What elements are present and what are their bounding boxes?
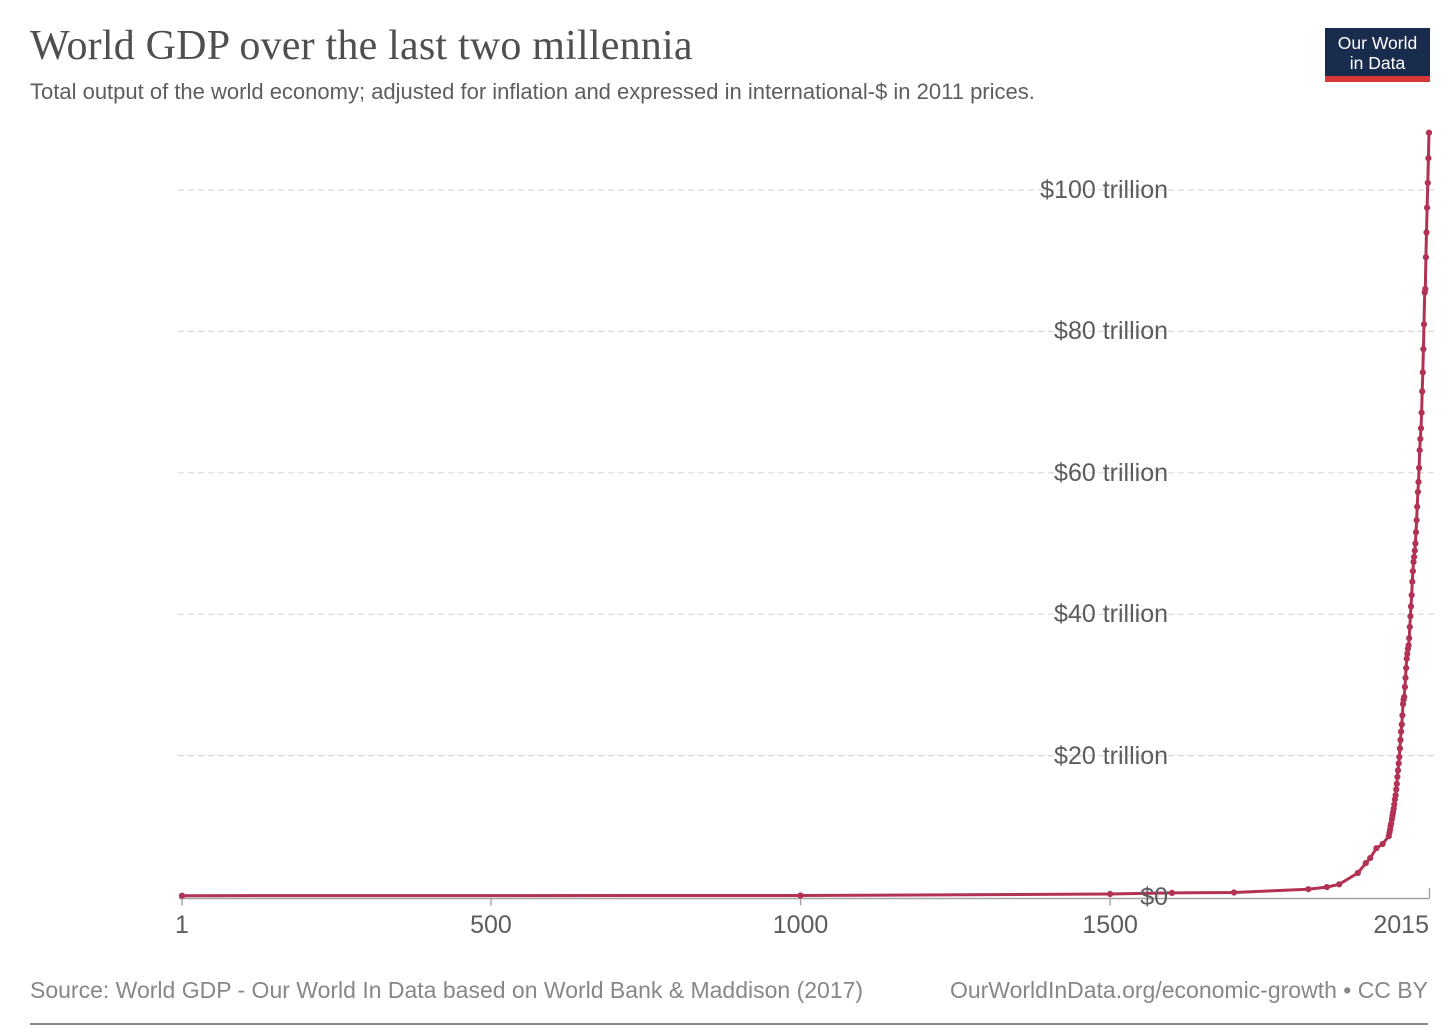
data-point (1402, 674, 1409, 681)
data-point (1407, 603, 1415, 610)
data-point (1424, 204, 1431, 211)
data-point (1406, 623, 1413, 631)
data-point (1424, 179, 1431, 186)
data-point (1422, 254, 1429, 261)
data-point (1411, 547, 1418, 554)
data-point (1417, 425, 1425, 432)
y-axis-tick-label: $100 trillion (1040, 176, 1168, 204)
data-point (1422, 285, 1429, 293)
data-point (1415, 478, 1422, 486)
data-point (178, 892, 186, 899)
data-point (1413, 517, 1420, 524)
data-point (1406, 635, 1413, 642)
data-point (1323, 884, 1330, 891)
x-axis-tick-label: 1000 (772, 911, 829, 939)
data-point (1416, 464, 1423, 471)
data-point (1414, 488, 1421, 495)
y-axis-tick-label: $60 trillion (1054, 458, 1168, 487)
gdp-line (180, 131, 1431, 898)
data-point (1425, 129, 1433, 136)
data-point (1412, 540, 1419, 547)
y-axis-tick-label: $0 (1140, 883, 1168, 911)
data-point (1354, 869, 1361, 877)
x-axis-tick-label: 2015 (1373, 911, 1429, 939)
data-point (1168, 889, 1176, 897)
data-point (1230, 889, 1238, 896)
x-axis-tick-label: 1500 (1082, 911, 1138, 939)
data-point (1403, 664, 1410, 672)
data-point (1412, 529, 1420, 536)
data-point (1417, 435, 1424, 442)
x-axis-tick-label: 500 (470, 911, 512, 939)
data-point (1395, 760, 1402, 767)
data-point (1398, 728, 1405, 735)
data-point (1394, 767, 1402, 774)
owid-logo-line1: Our World (1337, 33, 1418, 53)
data-point (1407, 613, 1414, 620)
data-point (1420, 346, 1427, 353)
data-point (1393, 786, 1400, 793)
data-point (1107, 890, 1114, 898)
data-point (797, 892, 804, 899)
x-axis-tick-label: 1 (175, 911, 189, 939)
data-point (1336, 881, 1343, 888)
data-point (1401, 683, 1408, 691)
data-point (1373, 845, 1380, 852)
data-point (1409, 578, 1416, 585)
data-point (1416, 447, 1423, 454)
owid-logo-line2: in Data (1349, 53, 1406, 73)
owid-logo-stripe (1325, 76, 1430, 82)
data-point (1396, 745, 1403, 752)
owid-logo: Our World in Data (1325, 28, 1430, 82)
data-point (1393, 780, 1400, 788)
data-point (1419, 388, 1426, 395)
owid-logo-text: Our World in Data (1325, 28, 1430, 76)
y-axis-tick-label: $20 trillion (1054, 741, 1168, 770)
y-axis-tick-label: $40 trillion (1054, 600, 1168, 629)
data-point (1418, 409, 1425, 416)
data-point (1410, 558, 1417, 566)
data-point (1391, 801, 1398, 808)
data-point (1367, 855, 1374, 862)
data-point (1399, 712, 1406, 719)
data-point (1411, 553, 1418, 561)
license-note: OurWorldInData.org/economic-growth • CC … (949, 977, 1428, 1003)
bottom-divider (30, 1023, 1428, 1025)
data-point (1392, 792, 1399, 799)
data-point (1396, 753, 1403, 761)
data-point (1423, 229, 1430, 236)
data-point (1362, 860, 1369, 867)
page-subtitle: Total output of the world economy; adjus… (30, 79, 1035, 104)
data-point (1420, 321, 1428, 328)
source-note: Source: World GDP - Our World In Data ba… (30, 977, 864, 1003)
data-point (1305, 886, 1312, 893)
data-point (1394, 773, 1401, 780)
data-point (1401, 693, 1408, 701)
y-axis-tick-label: $80 trillion (1054, 317, 1168, 346)
data-point (1408, 592, 1415, 599)
data-point (1414, 503, 1421, 510)
data-point (1425, 155, 1432, 162)
data-point (1404, 650, 1411, 657)
data-point (1398, 721, 1405, 728)
data-point (1405, 642, 1412, 649)
data-point (1397, 736, 1404, 744)
data-point (1403, 655, 1410, 662)
data-point (1379, 840, 1386, 848)
page-title: World GDP over the last two millennia (30, 23, 693, 69)
data-point (1409, 568, 1416, 575)
data-point (1419, 369, 1426, 376)
